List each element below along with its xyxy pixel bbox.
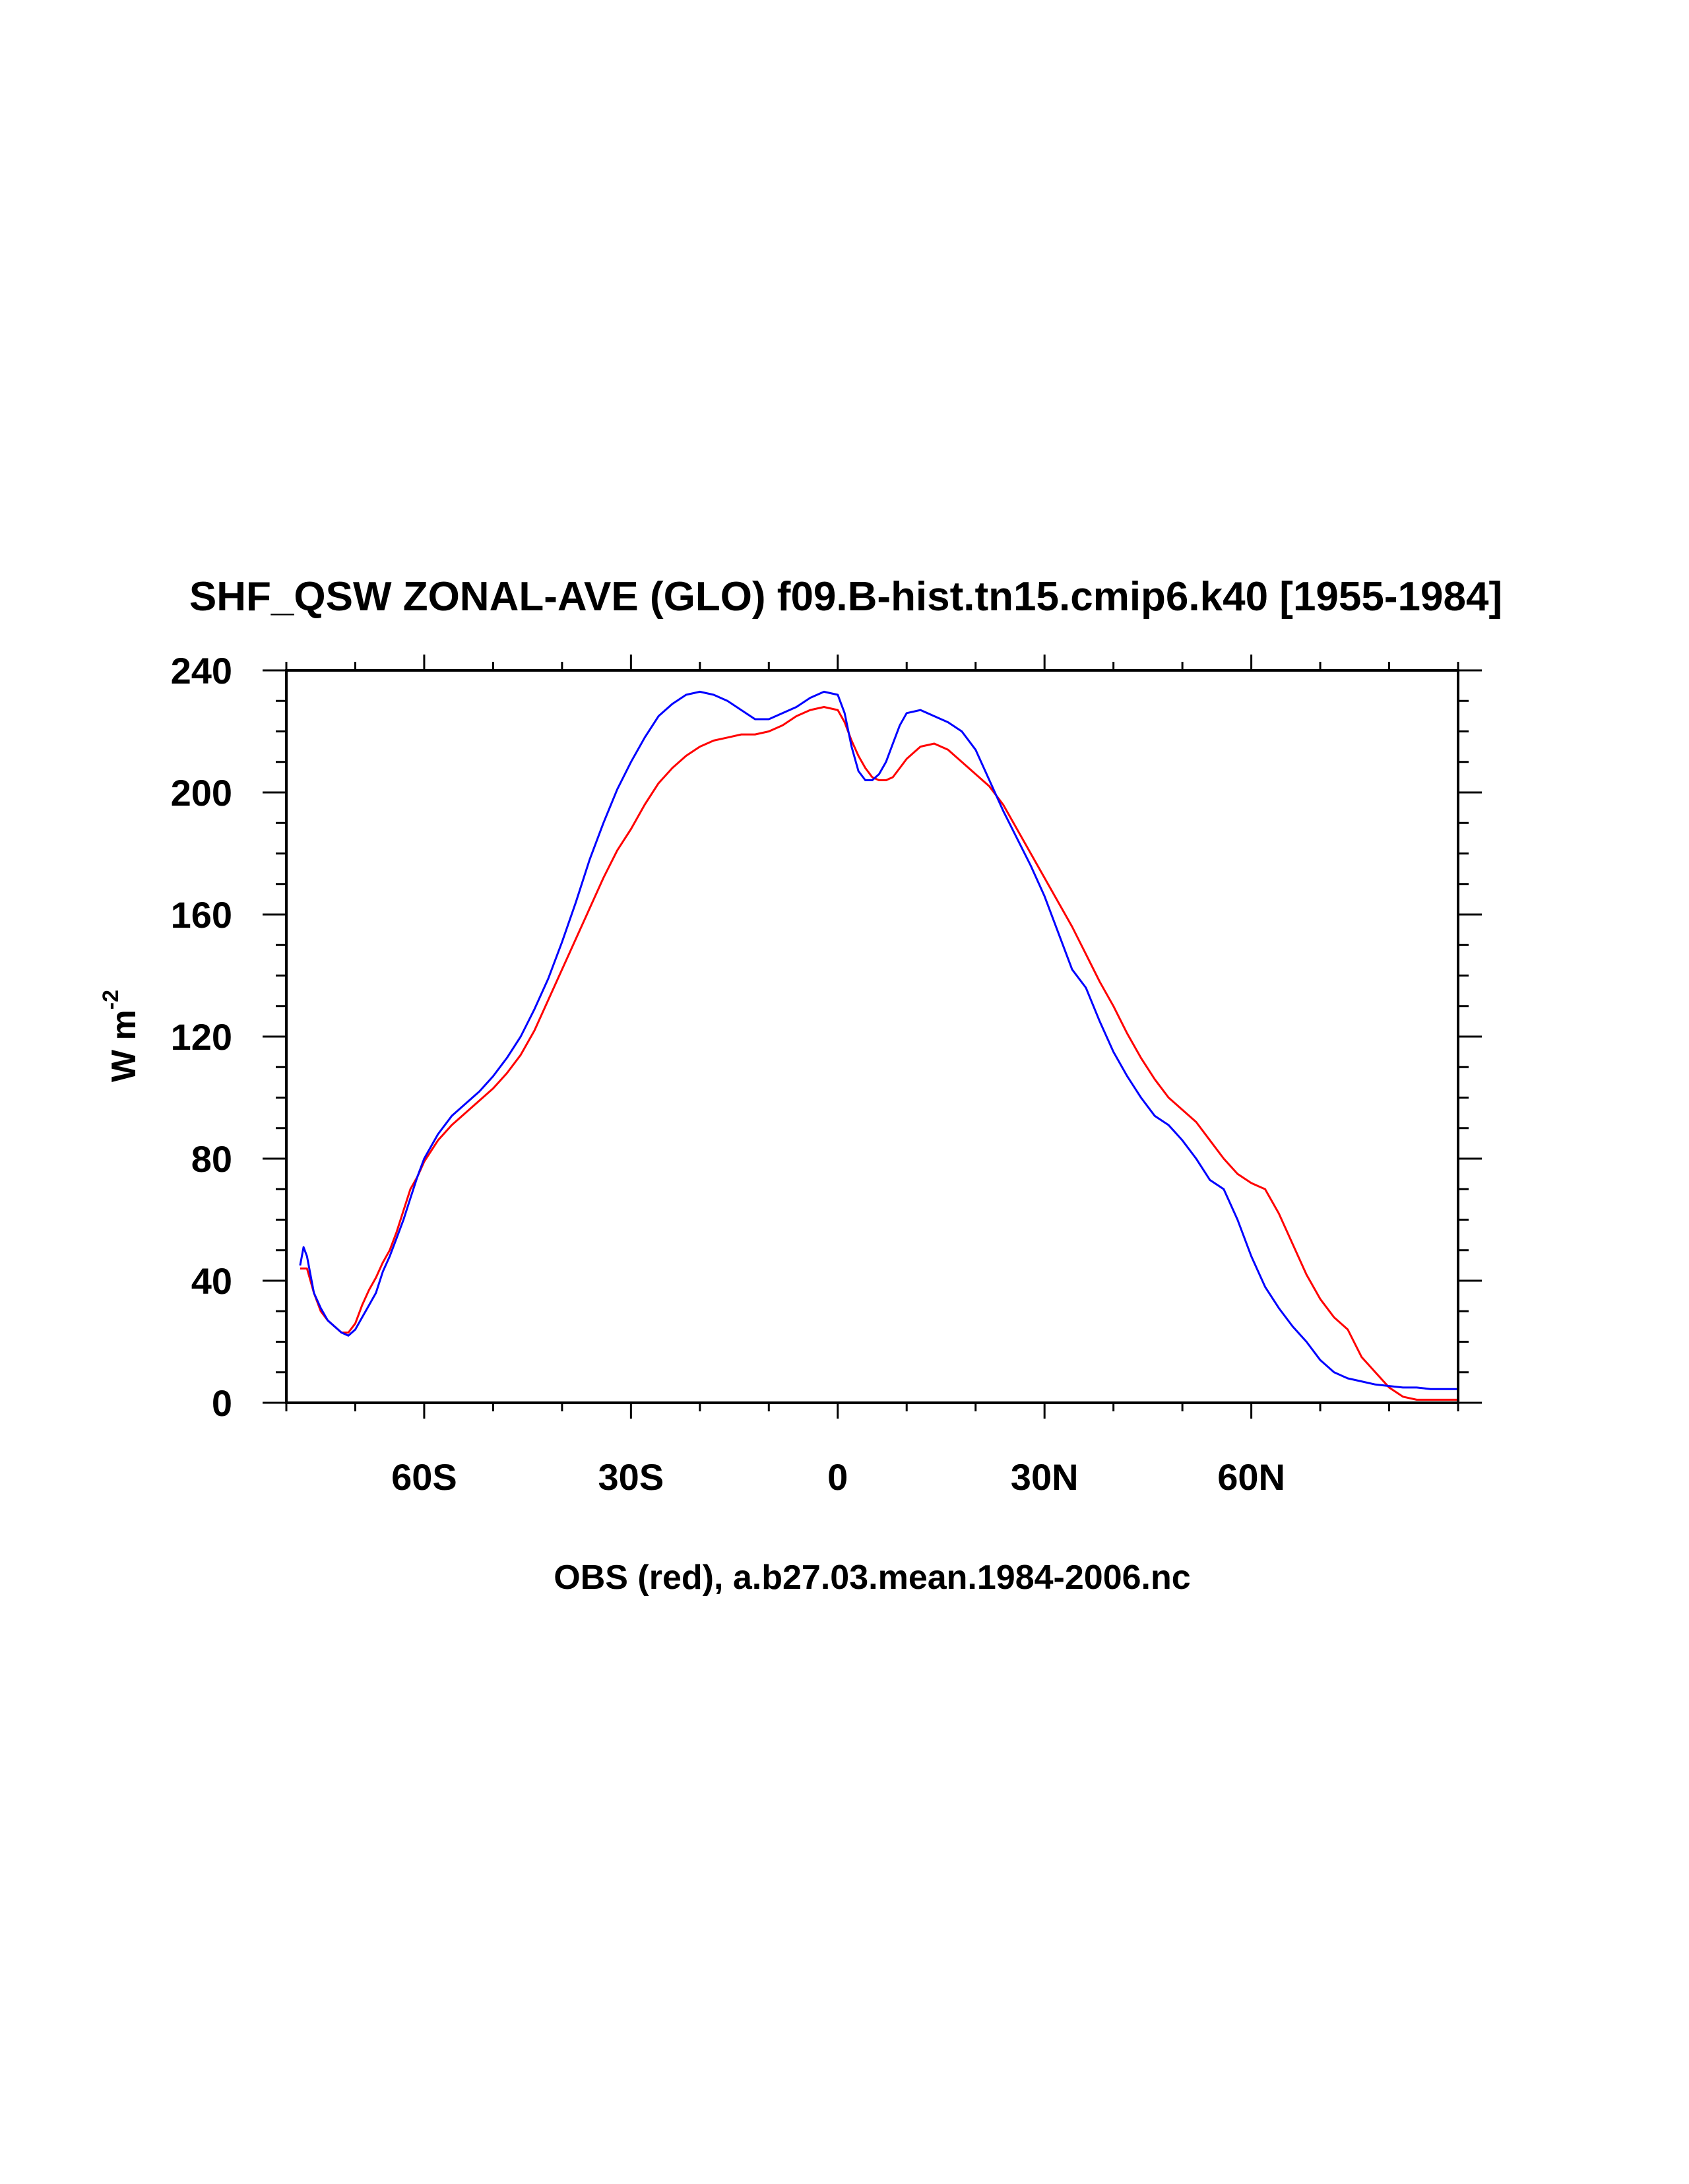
y-tick-label: 80 (191, 1138, 232, 1180)
x-axis-label: OBS (red), a.b27.03.mean.1984-2006.nc (554, 1558, 1190, 1597)
x-tick-label: 0 (827, 1456, 848, 1498)
y-tick-label: 200 (171, 772, 232, 814)
chart-title: SHF_QSW ZONAL-AVE (GLO) f09.B-hist.tn15.… (189, 574, 1502, 620)
y-tick-labels: 0 40 80 120 160 200 240 (171, 650, 232, 1424)
x-tick-labels: 60S 30S 0 30N 60N (391, 1456, 1285, 1498)
plot-lines (299, 690, 1458, 1401)
series-line-1 (300, 706, 1458, 1401)
y-tick-label: 240 (171, 650, 232, 691)
y-axis-label-text: W m (105, 1010, 143, 1082)
x-tick-label: 30S (598, 1456, 664, 1498)
y-tick-label: 160 (171, 894, 232, 936)
y-axis-label-exponent: -2 (98, 990, 123, 1010)
series-line-2 (299, 690, 1458, 1390)
y-tick-label: 120 (171, 1016, 232, 1058)
axis-ticks (263, 655, 1482, 1419)
y-axis-label: W m-2 (98, 990, 143, 1082)
y-tick-label: 0 (212, 1382, 232, 1424)
x-tick-label: 60S (391, 1456, 457, 1498)
x-tick-label: 60N (1217, 1456, 1285, 1498)
x-tick-label: 30N (1011, 1456, 1079, 1498)
y-tick-label: 40 (191, 1260, 232, 1302)
